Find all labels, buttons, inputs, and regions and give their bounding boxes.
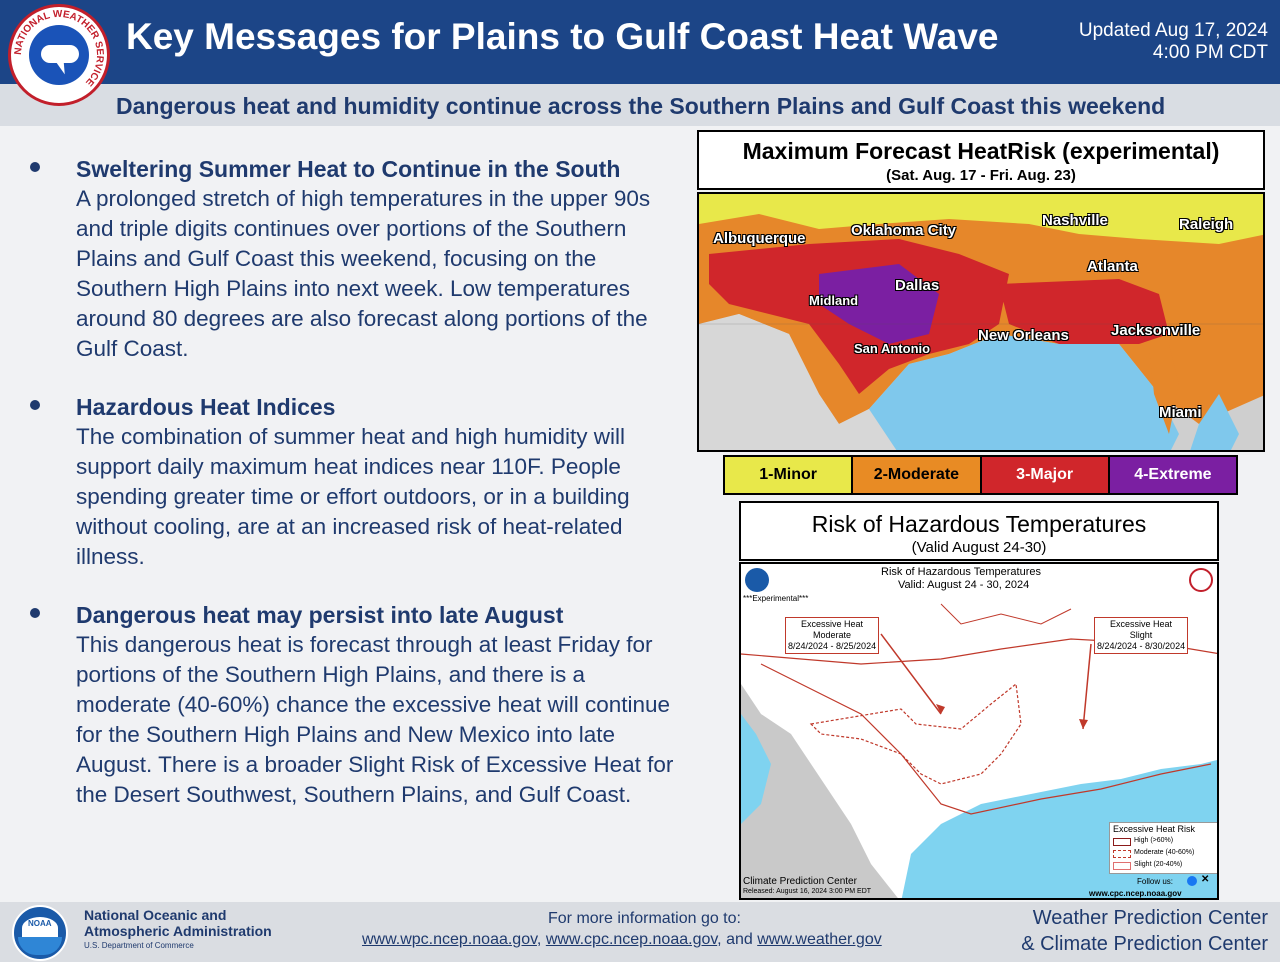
subtitle-bar — [0, 84, 1280, 126]
hazard-legend: Excessive Heat Risk High (>60%) Moderate… — [1109, 822, 1217, 874]
box-line: Moderate — [813, 630, 852, 640]
key-message-heading: Sweltering Summer Heat to Continue in th… — [76, 156, 621, 182]
noaa-small-icon — [745, 568, 769, 592]
hazard-dates: (Valid August 24-30) — [911, 539, 1047, 556]
legend-high-swatch — [1113, 838, 1131, 846]
legend-moderate-swatch — [1113, 850, 1131, 858]
hazard-map: Risk of Hazardous Temperatures Valid: Au… — [739, 562, 1219, 900]
key-message-body: A prolonged stretch of high temperatures… — [76, 186, 651, 361]
box-line: 8/24/2024 - 8/25/2024 — [788, 641, 877, 651]
hazard-title-box: Risk of Hazardous Temperatures (Valid Au… — [739, 501, 1219, 561]
experimental-label: ***Experimental*** — [743, 594, 809, 603]
noaa-dept: U.S. Department of Commerce — [84, 941, 194, 950]
noaa-name: National Oceanic and Atmospheric Adminis… — [84, 907, 272, 939]
key-message-body: This dangerous heat is forecast through … — [76, 632, 674, 807]
weather-gov-link[interactable]: www.weather.gov — [757, 931, 882, 948]
noaa-logo-word: NOAA — [28, 919, 52, 928]
heatrisk-map: Albuquerque Oklahoma City Nashville Rale… — [697, 192, 1265, 452]
city-label: Oklahoma City — [851, 222, 957, 239]
footer — [0, 902, 1280, 962]
page-subtitle: Dangerous heat and humidity continue acr… — [116, 93, 1166, 119]
bullet-icon — [30, 162, 40, 172]
center-cpc: & Climate Prediction Center — [1021, 933, 1268, 955]
info-links: www.wpc.ncep.noaa.gov, www.cpc.ncep.noaa… — [362, 931, 882, 949]
slight-risk-box: Excessive Heat Slight 8/24/2024 - 8/30/2… — [1094, 617, 1189, 654]
key-message: Sweltering Summer Heat to Continue in th… — [30, 154, 680, 364]
x-icon[interactable]: ✕ — [1201, 874, 1210, 885]
box-line: Excessive Heat — [801, 619, 864, 629]
box-line: Excessive Heat — [1110, 619, 1173, 629]
city-label: San Antonio — [854, 341, 931, 356]
facebook-icon[interactable] — [1187, 876, 1197, 886]
gull-icon — [22, 917, 58, 939]
moderate-risk-box: Excessive Heat Moderate 8/24/2024 - 8/25… — [785, 617, 880, 654]
noaa-name-line1: National Oceanic and — [84, 907, 227, 923]
legend-high-label: High (>60%) — [1134, 837, 1174, 844]
noaa-name-line2: Atmospheric Administration — [84, 923, 272, 939]
heatrisk-title-box: Maximum Forecast HeatRisk (experimental)… — [697, 130, 1265, 190]
box-line: 8/24/2024 - 8/30/2024 — [1097, 641, 1186, 651]
legend-slight-swatch — [1113, 862, 1131, 870]
legend-major: 3-Major — [981, 457, 1110, 493]
city-label: Miami — [1159, 404, 1202, 421]
follow-us-label: Follow us: — [1137, 877, 1174, 886]
updated-time: 4:00 PM CDT — [1152, 42, 1268, 63]
hazard-title: Risk of Hazardous Temperatures — [811, 511, 1147, 537]
box-line: Slight — [1129, 630, 1153, 640]
nws-logo: NATIONAL WEATHER SERVICE — [8, 4, 110, 106]
city-label: Jacksonville — [1111, 322, 1201, 339]
cpc-link[interactable]: www.cpc.ncep.noaa.gov — [545, 931, 718, 948]
bullet-icon — [30, 400, 40, 410]
cloud-icon — [41, 45, 79, 63]
key-message: Hazardous Heat Indices The combination o… — [30, 392, 680, 572]
city-label: Nashville — [1042, 212, 1108, 229]
wpc-link[interactable]: www.wpc.ncep.noaa.gov — [362, 931, 537, 948]
heatrisk-map-graphic — [699, 194, 1263, 450]
city-label: Dallas — [895, 277, 940, 294]
heatrisk-dates: (Sat. Aug. 17 - Fri. Aug. 23) — [886, 167, 1076, 184]
centers: Weather Prediction Center & Climate Pred… — [1021, 905, 1268, 957]
key-message-heading: Dangerous heat may persist into late Aug… — [76, 602, 564, 628]
bullet-icon — [30, 608, 40, 618]
link-separator: , and — [717, 931, 758, 948]
legend-extreme: 4-Extreme — [1109, 457, 1236, 493]
page-title: Key Messages for Plains to Gulf Coast He… — [126, 16, 999, 57]
nws-logo-emblem — [29, 25, 89, 85]
link-separator: , — [536, 931, 546, 948]
city-label: Atlanta — [1087, 258, 1138, 275]
heatrisk-title: Maximum Forecast HeatRisk (experimental) — [742, 138, 1220, 164]
city-label: Midland — [809, 293, 859, 308]
key-message: Dangerous heat may persist into late Aug… — [30, 600, 680, 810]
wave-icon — [18, 937, 62, 955]
more-info-label: For more information go to: — [548, 910, 741, 927]
key-message-heading: Hazardous Heat Indices — [76, 394, 336, 420]
hazard-legend-title: Excessive Heat Risk — [1113, 824, 1196, 834]
key-messages: Sweltering Summer Heat to Continue in th… — [30, 154, 680, 838]
header-banner — [0, 0, 1280, 84]
nws-small-icon — [1189, 568, 1213, 592]
city-label: New Orleans — [978, 327, 1069, 344]
cpc-url[interactable]: www.cpc.ncep.noaa.gov — [1089, 889, 1182, 898]
legend-slight-label: Slight (20-40%) — [1134, 861, 1183, 868]
legend-moderate: 2-Moderate — [853, 457, 982, 493]
center-wpc: Weather Prediction Center — [1032, 907, 1268, 929]
hazard-source: Climate Prediction Center — [743, 876, 857, 887]
hazard-map-title: Risk of Hazardous Temperatures — [881, 566, 1041, 578]
heatrisk-legend: 1-Minor 2-Moderate 3-Major 4-Extreme — [723, 455, 1238, 495]
updated-date: Updated Aug 17, 2024 — [1078, 20, 1268, 41]
updated-timestamp: Updated Aug 17, 2024 4:00 PM CDT — [1079, 20, 1268, 64]
key-message-body: The combination of summer heat and high … — [76, 424, 630, 569]
noaa-logo: NOAA — [12, 905, 68, 961]
city-label: Raleigh — [1179, 216, 1234, 233]
hazard-map-valid: Valid: August 24 - 30, 2024 — [898, 579, 1030, 591]
city-label: Albuquerque — [713, 230, 806, 247]
legend-minor: 1-Minor — [725, 457, 854, 493]
legend-moderate-label: Moderate (40-60%) — [1134, 849, 1195, 856]
hazard-released: Released: August 16, 2024 3:00 PM EDT — [743, 888, 872, 895]
